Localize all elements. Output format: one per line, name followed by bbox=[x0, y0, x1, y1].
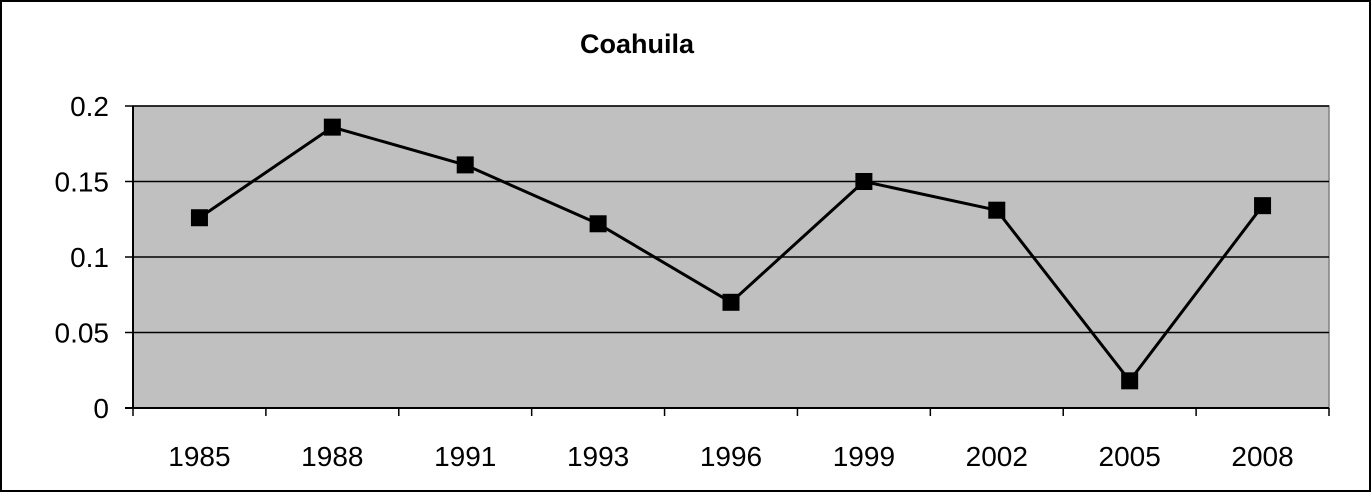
y-axis-ticks: 0 0.05 0.1 0.15 0.2 bbox=[55, 91, 133, 424]
x-tick-label: 1996 bbox=[700, 441, 762, 472]
y-tick-label: 0.15 bbox=[55, 167, 110, 198]
data-point-marker bbox=[722, 293, 740, 311]
data-point-marker bbox=[1254, 197, 1272, 215]
gridlines bbox=[133, 105, 1329, 334]
y-tick-label: 0.2 bbox=[70, 91, 109, 122]
x-tick-label: 1988 bbox=[301, 441, 363, 472]
data-point-marker bbox=[1121, 372, 1139, 390]
x-tick-label: 2002 bbox=[966, 441, 1028, 472]
chart-title: Coahuila bbox=[580, 29, 695, 59]
x-tick-label: 2005 bbox=[1099, 441, 1161, 472]
y-tick-label: 0.05 bbox=[55, 318, 110, 349]
x-axis-ticks: 1985 1988 1991 1993 1996 1999 2002 2005 2008 bbox=[132, 408, 1330, 472]
series-layer bbox=[190, 118, 1272, 390]
data-point-marker bbox=[323, 118, 341, 136]
data-point-marker bbox=[988, 201, 1006, 219]
data-point-marker bbox=[456, 156, 474, 174]
x-tick-label: 1985 bbox=[168, 441, 230, 472]
data-point-marker bbox=[190, 209, 208, 227]
x-tick-label: 1991 bbox=[434, 441, 496, 472]
data-point-marker bbox=[855, 173, 873, 190]
data-point-marker bbox=[589, 215, 607, 233]
y-tick-label: 0.1 bbox=[70, 242, 109, 273]
x-tick-label: 1999 bbox=[833, 441, 895, 472]
y-tick-label: 0 bbox=[93, 393, 109, 424]
x-tick-label: 1993 bbox=[567, 441, 629, 472]
x-tick-label: 2008 bbox=[1231, 441, 1293, 472]
